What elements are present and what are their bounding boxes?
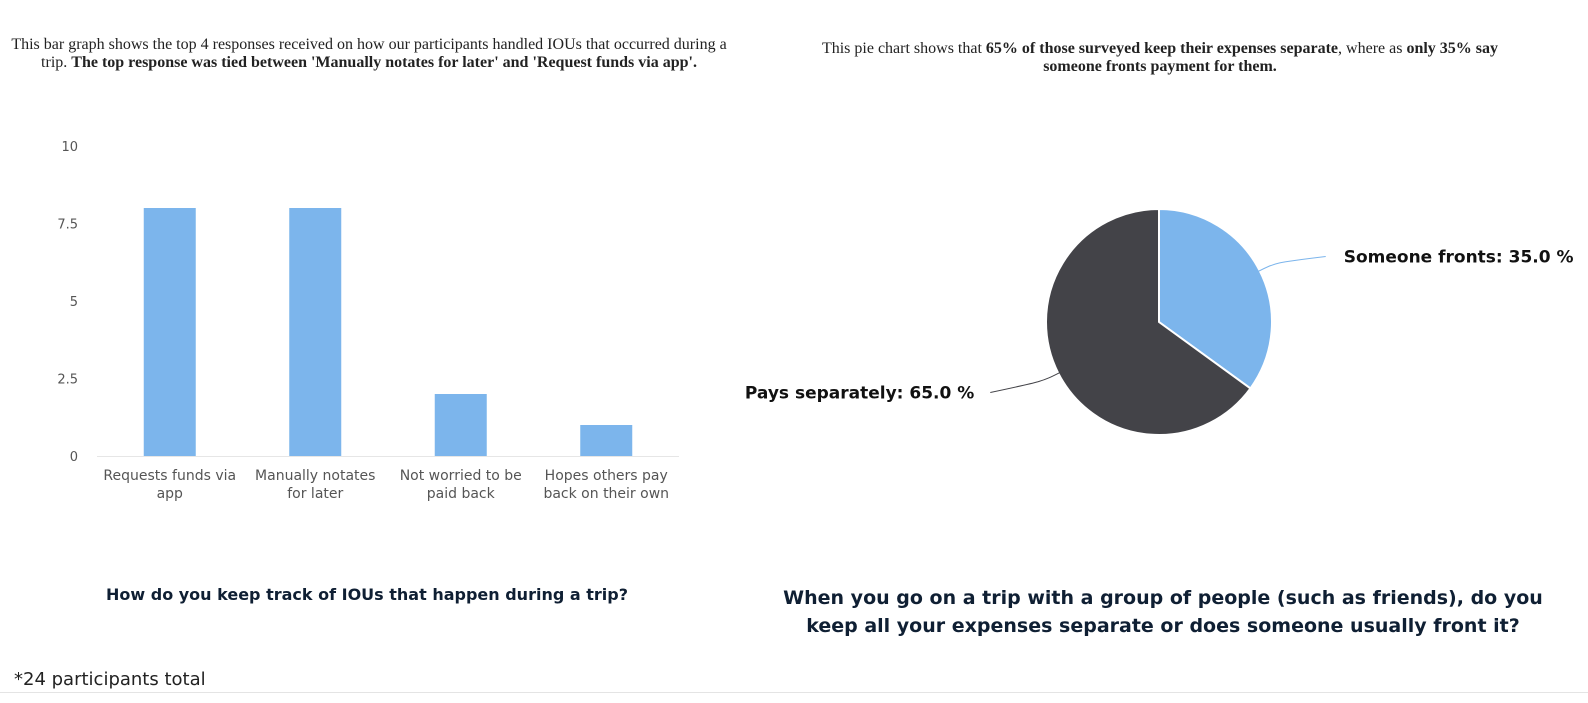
x-category-label-line: Not worried to be	[400, 468, 522, 484]
x-category-label-line: back on their own	[543, 486, 669, 502]
bar-chart-caption: This bar graph shows the top 4 responses…	[10, 36, 728, 72]
x-category-label: Not worried to be paid back	[400, 468, 522, 502]
pie-chart-question: When you go on a trip with a group of pe…	[783, 587, 1543, 637]
bar-caption-bold: The top response was tied between 'Manua…	[71, 54, 697, 71]
x-category-label-line: Requests funds via	[103, 468, 236, 484]
pie-connector-line	[1257, 256, 1326, 273]
pie-caption-bold-2: only 35% say someone fronts payment for …	[1043, 40, 1499, 75]
y-tick-label: 10	[61, 140, 78, 155]
pie-data-label: Pays separately: 65.0 %	[745, 383, 974, 403]
bar-chart-question: How do you keep track of IOUs that happe…	[106, 585, 628, 604]
pie-caption-text-1: This pie chart shows that	[821, 40, 986, 57]
pie-caption-text-2: , where as	[1338, 40, 1407, 57]
pie-data-label: Someone fronts: 35.0 %	[1344, 248, 1574, 268]
bottom-divider	[0, 692, 1588, 693]
x-category-label: Hopes others pay back on their own	[543, 468, 669, 502]
y-tick-label: 2.5	[57, 373, 78, 388]
x-category-label-line: Manually notates	[255, 468, 375, 484]
bar[interactable]	[580, 425, 633, 456]
bar[interactable]	[289, 208, 342, 456]
pie-caption-bold-1: 65% of those surveyed keep their expense…	[985, 40, 1339, 57]
x-category-label-line: Hopes others pay	[545, 468, 668, 484]
x-category-label-line: paid back	[427, 486, 496, 502]
y-tick-label: 7.5	[57, 218, 78, 233]
y-tick-label: 5	[70, 295, 78, 310]
bar-chart: 0 2.5 5 7.5 10 Requests funds via app Manually …	[57, 140, 679, 502]
x-category-label-line: for later	[287, 486, 343, 502]
participants-footnote: *24 participants total	[14, 669, 206, 690]
pie-connector-line	[990, 371, 1061, 393]
x-category-label: Requests funds via app	[103, 468, 236, 502]
x-category-label-line: app	[157, 486, 183, 502]
bar[interactable]	[143, 208, 196, 456]
pie-chart: Someone fronts: 35.0 % Pays separately: 6…	[745, 208, 1574, 436]
bar[interactable]	[434, 394, 487, 456]
x-category-label: Manually notates for later	[255, 468, 375, 502]
pie-chart-caption: This pie chart shows that 65% of those s…	[800, 40, 1520, 76]
y-tick-label: 0	[70, 450, 78, 465]
bar-caption-text: This bar graph shows the top 4 responses…	[11, 36, 727, 71]
